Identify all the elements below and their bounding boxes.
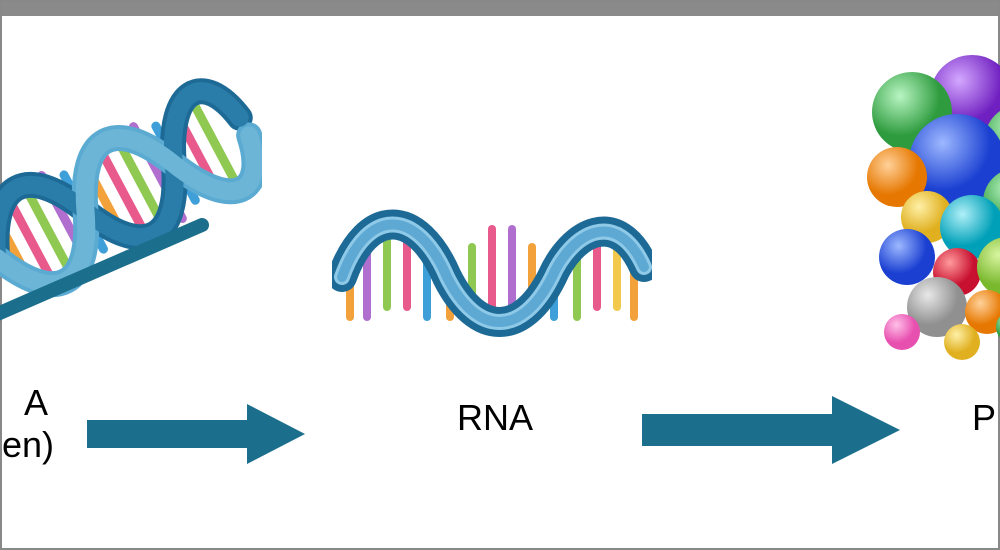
dna-label-line1: A <box>2 382 54 424</box>
dna-label: A en) <box>2 382 54 466</box>
stage-dna <box>0 57 262 337</box>
rna-label-text: RNA <box>457 397 533 438</box>
stage-protein <box>857 42 1000 372</box>
dna-label-line2: en) <box>2 424 54 466</box>
arrow-dna-to-rna <box>87 402 307 466</box>
arrow-rna-to-protein <box>642 394 902 466</box>
top-bar <box>2 2 998 16</box>
protein-spheres-icon <box>857 42 1000 372</box>
rna-single-strand-icon <box>332 177 652 347</box>
protein-label: P <box>972 397 996 439</box>
stage-rna <box>332 177 652 347</box>
dna-double-helix-icon <box>0 57 262 337</box>
rna-label: RNA <box>457 397 533 439</box>
protein-label-text: P <box>972 397 996 438</box>
